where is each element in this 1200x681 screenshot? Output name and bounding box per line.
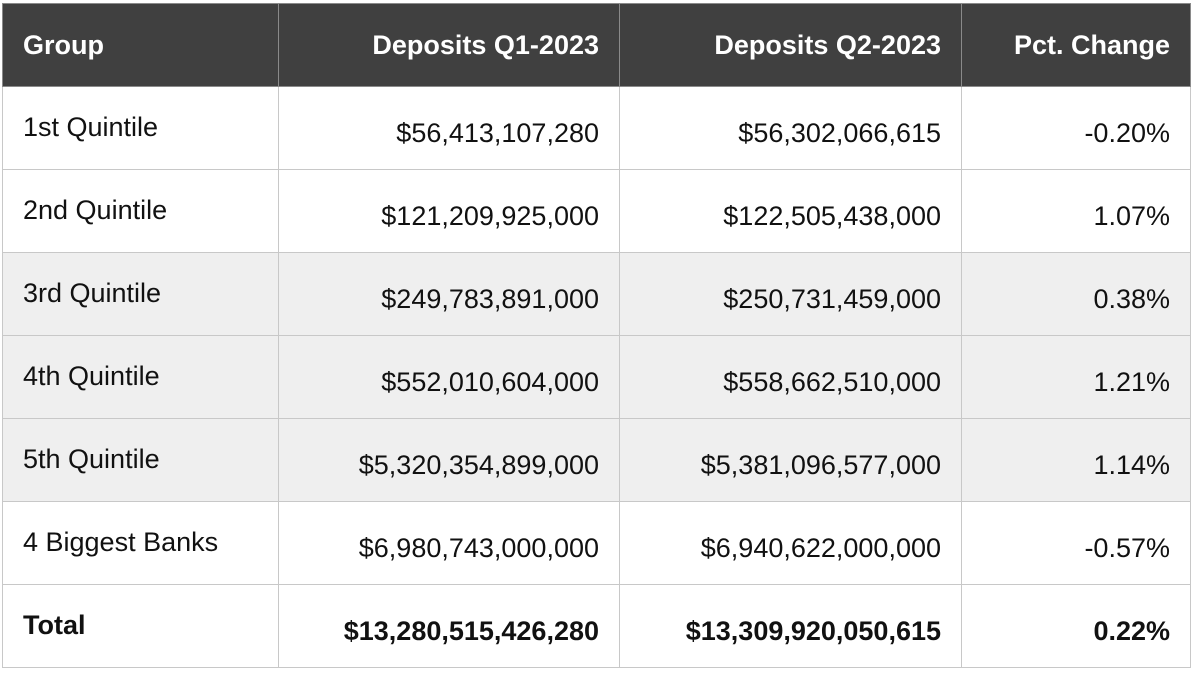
table-cell: -0.20% [961, 86, 1191, 170]
table-row: 1st Quintile $56,413,107,280 $56,302,066,6… [2, 86, 1191, 170]
table-cell: $56,413,107,280 [278, 86, 620, 170]
header-cell: Pct. Change [961, 3, 1191, 87]
table-row: 2nd Quintile $121,209,925,000 $122,505,438… [2, 169, 1191, 253]
table-cell: -0.57% [961, 501, 1191, 585]
table-cell: $249,783,891,000 [278, 252, 620, 336]
table-row: 5th Quintile $5,320,354,899,000 $5,381,096… [2, 418, 1191, 502]
table-cell: 4 Biggest Banks [2, 501, 279, 585]
table-cell: 3rd Quintile [2, 252, 279, 336]
table-cell: $121,209,925,000 [278, 169, 620, 253]
table-cell: $6,980,743,000,000 [278, 501, 620, 585]
table-cell: $250,731,459,000 [619, 252, 962, 336]
table-cell: 1.14% [961, 418, 1191, 502]
table-cell: 1.07% [961, 169, 1191, 253]
table-cell: 5th Quintile [2, 418, 279, 502]
total-cell: 0.22% [961, 584, 1191, 668]
table-cell: $122,505,438,000 [619, 169, 962, 253]
table-cell: $552,010,604,000 [278, 335, 620, 419]
table-row: 4th Quintile $552,010,604,000 $558,662,510… [2, 335, 1191, 419]
deposits-table: Group Deposits Q1-2023 Deposits Q2-2023 Pct… [2, 3, 1191, 668]
total-cell: $13,280,515,426,280 [278, 584, 620, 668]
total-row: Total $13,280,515,426,280 $13,309,920,050,… [2, 584, 1191, 668]
table-cell: 0.38% [961, 252, 1191, 336]
table-row: 3rd Quintile $249,783,891,000 $250,731,459… [2, 252, 1191, 336]
table-cell: 2nd Quintile [2, 169, 279, 253]
header-row: Group Deposits Q1-2023 Deposits Q2-2023 Pct… [2, 3, 1191, 87]
table-cell: 1.21% [961, 335, 1191, 419]
header-cell: Deposits Q2-2023 [619, 3, 962, 87]
table-cell: 1st Quintile [2, 86, 279, 170]
table-cell: $6,940,622,000,000 [619, 501, 962, 585]
table-cell: $5,320,354,899,000 [278, 418, 620, 502]
header-cell: Deposits Q1-2023 [278, 3, 620, 87]
table-cell: $5,381,096,577,000 [619, 418, 962, 502]
table-cell: $558,662,510,000 [619, 335, 962, 419]
header-cell: Group [2, 3, 279, 87]
table-row: 4 Biggest Banks $6,980,743,000,000 $6,940,… [2, 501, 1191, 585]
total-cell: $13,309,920,050,615 [619, 584, 962, 668]
table-cell: $56,302,066,615 [619, 86, 962, 170]
table-cell: 4th Quintile [2, 335, 279, 419]
total-cell: Total [2, 584, 279, 668]
